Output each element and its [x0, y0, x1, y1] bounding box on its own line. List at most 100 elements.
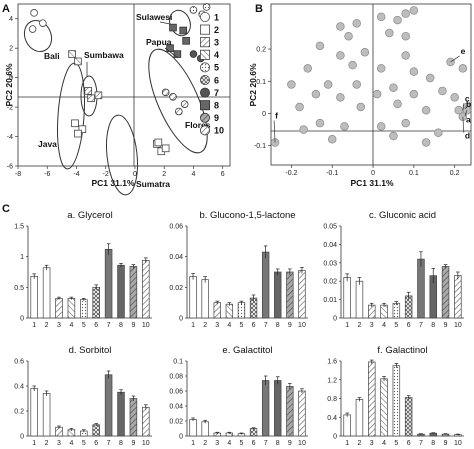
category-label: 5 — [394, 440, 398, 447]
annotation-sulawesi: Sulawesi — [136, 12, 172, 22]
y-tick-label: 0 — [9, 75, 13, 82]
panel-a-x-ticks: -8 -6 -4 -2 0 2 4 6 — [15, 166, 225, 178]
y-tick-label: 1.6 — [327, 359, 337, 366]
bar — [392, 302, 401, 319]
point-label-leader — [464, 106, 468, 110]
y-tick-label: 0.2 — [14, 409, 24, 416]
loading-point — [372, 89, 382, 99]
panel-a-frame — [17, 3, 231, 167]
y-tick-label: 0.08 — [169, 374, 183, 381]
loading-point — [401, 118, 410, 128]
bar — [117, 264, 125, 319]
category-label: 10 — [298, 440, 306, 447]
x-tick-label: 2 — [162, 171, 166, 178]
bar — [404, 397, 413, 437]
category-label: 5 — [394, 322, 398, 329]
bar — [30, 388, 38, 437]
loading-point — [434, 128, 443, 138]
loading-point — [458, 64, 468, 73]
panel-b-points — [270, 6, 472, 147]
category-label: 6 — [94, 440, 98, 447]
bar — [142, 259, 150, 319]
loading-point — [352, 80, 361, 89]
scatter-point — [87, 94, 95, 103]
panel-b: B -0.2 -0.1 0 0.1 0.2 -0.100.10.2 PC1 31.1% … — [248, 3, 472, 188]
category-label: 8 — [431, 322, 435, 329]
y-tick-label: 0.02 — [169, 419, 183, 426]
bar — [274, 271, 282, 319]
category-label: 6 — [94, 322, 98, 329]
y-tick-label: 0.04 — [169, 254, 183, 261]
x-tick-label: -6 — [44, 171, 50, 178]
bar — [201, 279, 209, 319]
y-tick-label: 0 — [20, 316, 24, 323]
category-label: 8 — [276, 322, 280, 329]
panel-label-b: B — [255, 3, 263, 15]
category-label: 3 — [370, 322, 374, 329]
legend-label: 8 — [214, 101, 219, 111]
group-ellipse-sumatra — [106, 114, 138, 196]
panel-b-y-ticks: -0.1 0 0.1 0.2 — [254, 47, 271, 150]
bar — [286, 271, 294, 319]
x-tick-label: -2 — [103, 171, 109, 178]
y-tick-label: 0.04 — [323, 242, 337, 249]
loading-point — [409, 67, 419, 76]
point-label: c — [465, 93, 470, 103]
category-label: 9 — [131, 440, 135, 447]
x-tick-label: 0.2 — [450, 170, 460, 177]
scatter-point — [74, 129, 82, 138]
scatter-point — [179, 26, 188, 35]
bar — [343, 414, 351, 437]
scatter-point — [154, 138, 163, 147]
bar — [42, 393, 51, 437]
bar — [355, 399, 364, 437]
y-tick-label: -2 — [7, 105, 13, 112]
loading-point — [401, 9, 410, 18]
y-tick-label: 0 — [262, 111, 266, 118]
loading-point — [352, 19, 361, 28]
point-label: d — [465, 131, 470, 141]
loading-point — [393, 15, 402, 25]
point-label-leader — [464, 110, 468, 117]
y-tick-label: 0 — [333, 434, 337, 441]
x-tick-label: 0 — [371, 170, 375, 177]
point-label-leader — [462, 103, 465, 111]
category-label: 10 — [298, 322, 306, 329]
y-tick-label: 0 — [179, 316, 183, 323]
bar — [392, 365, 401, 437]
bar — [237, 302, 246, 319]
category-label: 9 — [288, 440, 292, 447]
scatter-point — [161, 144, 170, 153]
panel-b-y-label: PC2 20.6% — [248, 63, 258, 106]
category-label: 7 — [419, 440, 423, 447]
group-ellipse-papua-flores — [148, 48, 208, 154]
bar-chart-title: f. Galactinol — [377, 345, 427, 356]
legend-label: 9 — [214, 113, 219, 123]
x-tick-label: 0.1 — [409, 170, 419, 177]
category-label: 2 — [203, 322, 207, 329]
loading-point — [385, 28, 394, 38]
category-label: 1 — [32, 440, 36, 447]
y-tick-label: -6 — [7, 164, 13, 171]
category-label: 6 — [407, 440, 411, 447]
scatter-point — [202, 3, 211, 11]
legend-label: 2 — [214, 25, 219, 35]
sulawesi-leader — [159, 21, 171, 25]
bar — [42, 267, 51, 319]
category-label: 7 — [264, 440, 268, 447]
bar-chart-title: d. Sorbitol — [69, 345, 112, 356]
category-label: 9 — [444, 322, 448, 329]
loading-point — [303, 64, 312, 73]
scatter-point — [169, 92, 177, 101]
loading-point — [421, 106, 431, 115]
bar — [286, 386, 294, 437]
loading-point — [360, 48, 370, 57]
loading-point — [401, 51, 410, 60]
group-ellipse-bali — [23, 19, 53, 53]
loading-point — [344, 31, 353, 41]
category-label: 4 — [382, 322, 386, 329]
x-tick-label: -0.1 — [326, 170, 338, 177]
category-label: 4 — [382, 440, 386, 447]
